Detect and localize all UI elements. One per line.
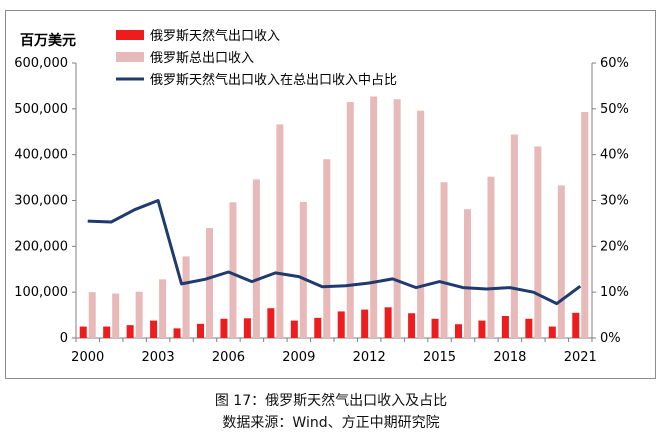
- bar-gas-export: [408, 313, 416, 338]
- bar-total-export: [159, 279, 167, 338]
- y-left-tick-label: 300,000: [14, 194, 68, 209]
- figure-caption-source: 数据来源：Wind、方正中期研究院: [222, 415, 440, 431]
- bar-gas-export: [361, 309, 369, 338]
- y-right-tick-label: 20%: [600, 239, 629, 254]
- x-tick-label: 2003: [142, 350, 175, 365]
- y-right-tick-label: 0%: [600, 331, 621, 346]
- bar-total-export: [393, 99, 401, 338]
- chart-frame: 0 100,000 200,000 300,000 400,000 500,000 600,…: [5, 10, 656, 379]
- bar-gas-export: [431, 318, 439, 338]
- bar-total-export: [417, 110, 425, 339]
- bar-gas-export: [243, 318, 251, 338]
- y-left-tick-label: 500,000: [14, 102, 68, 117]
- y-left-tick-label: 100,000: [14, 285, 68, 300]
- bar-total-export: [182, 256, 190, 338]
- bar-total-export: [510, 134, 518, 338]
- bar-gas-export: [478, 320, 486, 338]
- bar-gas-export: [267, 308, 275, 338]
- bar-gas-export: [290, 320, 298, 338]
- bar-total-export: [135, 291, 143, 338]
- bar-gas-export: [337, 311, 345, 338]
- bar-total-export: [206, 228, 213, 338]
- bar-gas-export: [103, 326, 111, 338]
- bar-total-export: [557, 185, 565, 338]
- x-tick-label: 2009: [282, 350, 315, 365]
- bar-total-export: [229, 202, 237, 338]
- bar-total-export: [370, 96, 378, 338]
- bar-gas-export: [314, 317, 322, 338]
- bar-gas-export: [548, 326, 556, 338]
- bar-gas-export: [525, 318, 533, 338]
- line-gas-share: [87, 199, 582, 306]
- bar-total-export: [276, 124, 284, 339]
- bar-total-export: [252, 179, 260, 338]
- bar-total-export: [487, 176, 495, 338]
- y-right-tick-label: 30%: [600, 194, 629, 209]
- x-tick-label: 2015: [423, 350, 456, 365]
- bar-total-export: [112, 293, 120, 338]
- bar-total-export: [88, 292, 96, 338]
- bar-total-export: [299, 201, 307, 338]
- legend-label-2: 俄罗斯天然气出口收入在总出口收入中占比: [150, 72, 397, 88]
- bar-gas-export: [220, 318, 228, 338]
- bar-gas-export: [126, 325, 134, 338]
- bar-gas-export: [384, 307, 392, 338]
- y-left-tick-label: 600,000: [14, 56, 68, 71]
- bar-gas-export: [79, 326, 87, 338]
- x-tick-label: 2018: [493, 350, 526, 365]
- bar-gas-export: [455, 324, 462, 338]
- y-left-tick-label: 200,000: [14, 239, 68, 254]
- bar-total-export: [534, 146, 542, 338]
- y-right-tick-label: 60%: [600, 56, 629, 71]
- unit-label: 百万美元: [20, 32, 76, 49]
- bar-gas-export: [501, 316, 509, 338]
- y-right-tick-label: 50%: [600, 102, 629, 117]
- x-tick-label: 2021: [564, 350, 597, 365]
- x-tick-label: 2006: [212, 350, 245, 365]
- legend-label-0: 俄罗斯天然气出口收入: [150, 28, 280, 44]
- bar-gas-export: [572, 312, 580, 338]
- y-right-tick-label: 10%: [600, 285, 629, 300]
- x-tick-label: 2000: [71, 350, 104, 365]
- figure-caption-title: 图 17：俄罗斯天然气出口收入及占比: [214, 393, 448, 409]
- bar-gas-export: [173, 328, 181, 338]
- bar-total-export: [323, 159, 331, 338]
- legend-swatch-1: [116, 52, 144, 62]
- bar-gas-export: [197, 323, 204, 338]
- y-left-tick-label: 400,000: [14, 148, 68, 163]
- legend-swatch-0: [116, 30, 144, 40]
- bar-total-export: [581, 112, 589, 339]
- bar-total-export: [464, 209, 471, 338]
- y-left-tick-label: 0: [60, 331, 68, 346]
- x-tick-label: 2012: [353, 350, 386, 365]
- bar-total-export: [346, 101, 354, 338]
- y-right-tick-label: 40%: [600, 148, 629, 163]
- chart-svg: 0 100,000 200,000 300,000 400,000 500,000 600,…: [14, 28, 629, 365]
- legend-label-1: 俄罗斯总出口收入: [150, 51, 254, 66]
- bar-gas-export: [150, 320, 158, 338]
- bar-total-export: [440, 182, 448, 338]
